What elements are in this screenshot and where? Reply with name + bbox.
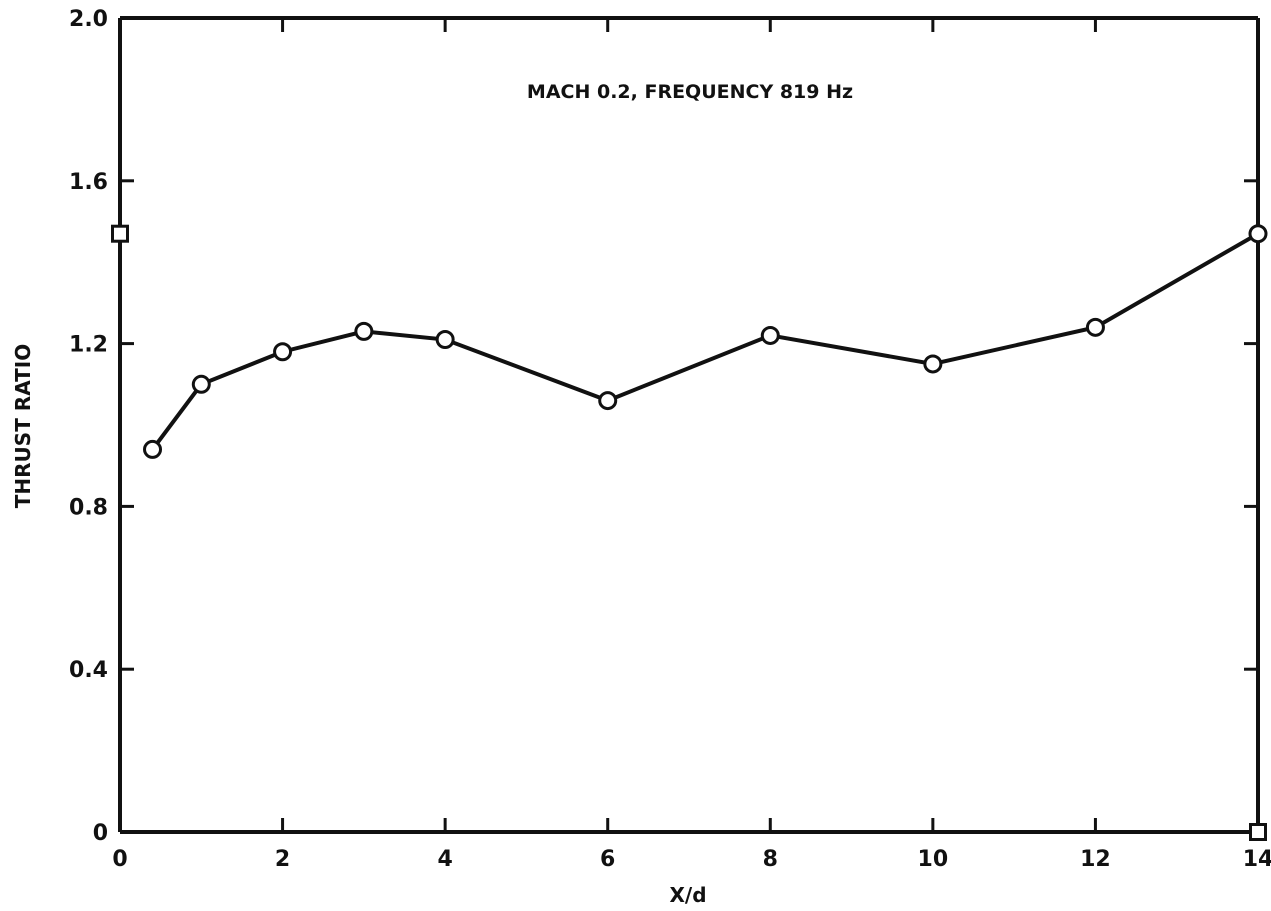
x-tick-label: 12 (1080, 847, 1111, 872)
x-tick-label: 14 (1243, 847, 1271, 872)
x-axis-title: X/d (669, 883, 706, 907)
x-tick-label: 10 (918, 847, 949, 872)
tick-group (118, 16, 1260, 834)
x-tick-label: 8 (763, 847, 778, 872)
series-group (111, 224, 1268, 841)
tick-label-group: 0 2 4 6 8 10 12 14 0 0.4 0.8 1.2 1.6 2.0 (69, 7, 1271, 872)
data-point-circle (1085, 317, 1105, 337)
data-point-circle (354, 321, 374, 341)
x-tick-label: 4 (437, 847, 452, 872)
y-tick-label: 1.6 (69, 170, 108, 195)
y-tick-label: 1.2 (69, 333, 108, 358)
data-point-circle (923, 354, 943, 374)
series-line (150, 231, 1259, 451)
data-point-circle (435, 330, 455, 350)
y-tick-label: 0.4 (69, 658, 108, 683)
data-point-circle (273, 342, 293, 362)
data-point-circle (760, 325, 780, 345)
y-tick-label: 2.0 (69, 7, 108, 32)
data-point-circle (598, 391, 618, 411)
data-point-circle (191, 374, 211, 394)
chart-axes (118, 16, 1260, 834)
y-axis-title: THRUST RATIO (11, 344, 35, 508)
x-tick-label: 2 (275, 847, 290, 872)
data-point-circle (1248, 224, 1268, 244)
x-tick-label: 0 (112, 847, 127, 872)
y-tick-label: 0.8 (69, 495, 108, 520)
data-point-square (1249, 823, 1267, 841)
y-tick-label: 0 (93, 821, 108, 846)
data-point-square (111, 224, 129, 243)
x-tick-label: 6 (600, 847, 615, 872)
chart-annotation: MACH 0.2, FREQUENCY 819 Hz (527, 81, 853, 103)
data-point-circle (143, 439, 163, 459)
